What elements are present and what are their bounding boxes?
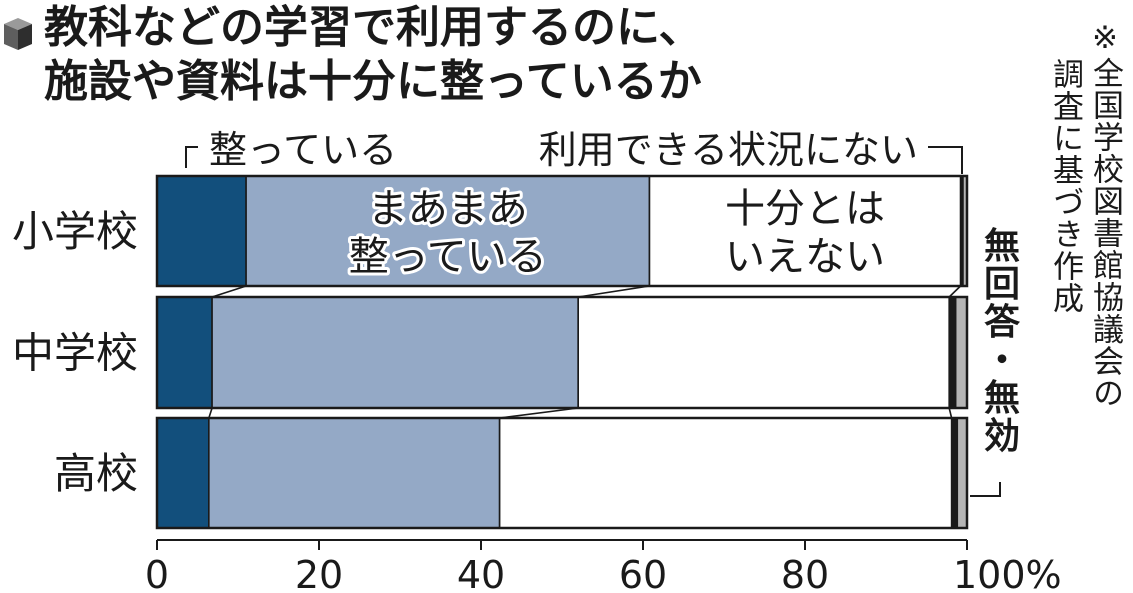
x-tick-label-1: 20 [295,553,343,593]
category-label-2: 中学校 [12,329,138,378]
x-tick-label-4: 80 [781,553,829,593]
bar-outline-3 [155,416,969,530]
bar-3-dark [156,417,210,529]
x-tick-label-0: 0 [145,553,169,593]
in-bar-label-light-2: 整っている [349,234,547,280]
bar-2-light [211,296,579,409]
legend-label-unavailable: 利用できる状況にない [539,128,918,172]
bar-outline-2 [155,295,969,410]
chart-title-line-1: 教科などの学習で利用するのに、 [44,2,703,53]
bar-3-white [498,417,953,529]
source-note-line-2: 調査に基づき作成 [1047,58,1083,314]
x-tick-label-2: 40 [457,553,505,593]
connector-2-3 [948,407,953,419]
legend-label-no-answer-char-6: 効 [984,416,1020,457]
bar-outline-1 [155,174,969,288]
bar-2-dark [156,296,213,409]
connector-1-1 [211,285,247,298]
x-tick-label-5: 100% [953,553,1062,593]
in-bar-label-white-2: いえない [725,234,885,280]
in-bar-label-white-1: 十分とは [725,186,885,232]
bars-layer [155,174,969,530]
bar-1-white [648,175,962,287]
bar-3-light [208,417,501,529]
legend-label-no-answer-char-3: 答 [984,302,1021,343]
cube-icon [4,18,32,50]
bar-2-no-answer [954,296,968,409]
connector-1-2 [578,285,650,298]
connector-2-1 [208,407,213,419]
bar-3-unavailable [951,417,958,529]
x-axis: 0 20 40 60 80 100% [145,539,1062,593]
bar-1-light [245,175,651,287]
x-tick-label-3: 60 [619,553,667,593]
category-label-3: 高校 [54,449,138,498]
connector-1-3 [948,285,962,298]
bar-2-white [577,296,950,409]
category-label-1: 小学校 [12,207,138,256]
chart-title-line-2: 施設や資料は十分に整っているか [44,56,702,107]
connectors-layer [208,285,962,419]
legend-label-no-answer-char-2: 回 [984,264,1020,305]
legend-bracket-unavailable [928,146,963,174]
legend-label-no-answer-char-4: ・ [984,340,1020,381]
bar-3-no-answer [956,417,968,529]
legend-bracket-ready [185,146,198,168]
connector-2-2 [499,407,579,419]
bar-1-dark [156,175,247,287]
bar-2-unavailable [948,296,956,409]
source-note-line-1: ※全国学校図書館協議会の [1087,20,1123,409]
legend-label-no-answer-char-5: 無 [984,378,1020,419]
legend-label-no-answer-char-1: 無 [984,226,1020,267]
legend-bracket-no-answer [970,482,1001,497]
in-bar-label-light-1: まあまあ [368,186,528,232]
legend-label-ready: 整っている [209,128,397,172]
